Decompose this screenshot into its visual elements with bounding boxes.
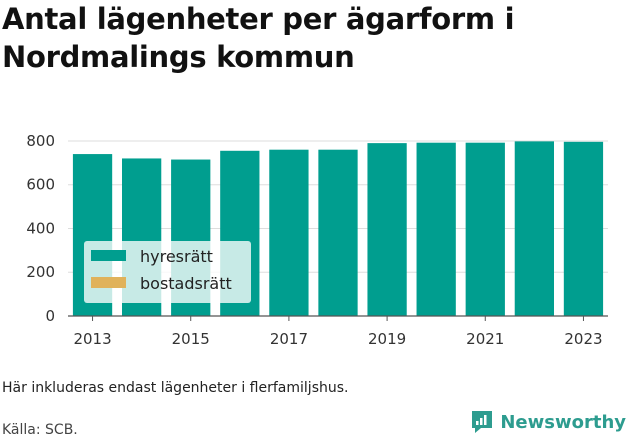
- y-tick-label: 0: [45, 307, 55, 325]
- bar-hyresratt[interactable]: [269, 149, 309, 316]
- x-tick-label: 2023: [564, 330, 602, 348]
- chart-caption: Här inkluderas endast lägenheter i flerf…: [2, 380, 349, 396]
- bar-chart: 0 200 400 600 800 2013 2015 2017 2019 2021 2023 h…: [26, 132, 608, 348]
- bar-hyresratt[interactable]: [563, 141, 604, 316]
- y-tick-label: 600: [26, 176, 55, 194]
- y-tick-label: 200: [26, 263, 55, 281]
- x-axis: 2013 2015 2017 2019 2021 2023: [68, 315, 608, 348]
- x-tick-label: 2019: [368, 330, 406, 348]
- brand-logo[interactable]: Newsworthy: [470, 409, 626, 435]
- x-tick-label: 2017: [270, 330, 308, 348]
- bar-hyresratt[interactable]: [367, 143, 407, 316]
- bar-hyresratt[interactable]: [318, 149, 358, 316]
- legend-label: bostadsrätt: [140, 274, 232, 293]
- y-tick-label: 400: [26, 219, 55, 237]
- legend: hyresrätt bostadsrätt: [84, 241, 251, 303]
- legend-swatch: [91, 277, 126, 288]
- bar-hyresratt[interactable]: [514, 141, 554, 316]
- x-tick-label: 2015: [172, 330, 210, 348]
- legend-swatch: [91, 250, 126, 261]
- chart-title: Antal lägenheter per ägarform i Nordmali…: [2, 2, 515, 74]
- bar-hyresratt[interactable]: [465, 142, 505, 316]
- y-axis: 0 200 400 600 800: [26, 132, 55, 325]
- source-note: Källa: SCB.: [2, 422, 78, 438]
- brand-name: Newsworthy: [500, 411, 626, 433]
- x-tick-label: 2013: [73, 330, 111, 348]
- newsworthy-logo-icon: [472, 411, 493, 433]
- legend-label: hyresrätt: [140, 247, 213, 266]
- y-tick-label: 800: [26, 132, 55, 150]
- x-tick-label: 2021: [466, 330, 504, 348]
- bar-hyresratt[interactable]: [416, 142, 456, 316]
